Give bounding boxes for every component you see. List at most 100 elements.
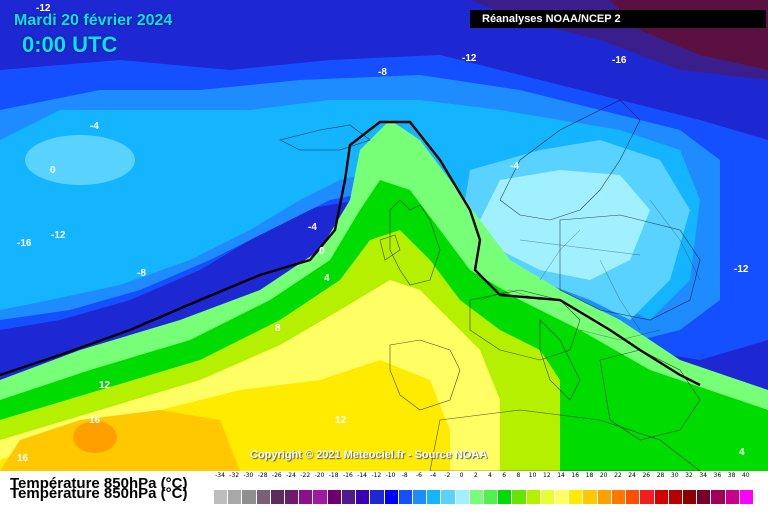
scale-tick: -14 [357,472,367,479]
scale-swatch [654,490,669,504]
label-minus12-top: -12 [36,3,51,14]
scale-swatch [327,490,342,504]
scale-tick: 26 [642,472,651,479]
label-minus4-atlantic: -4 [308,222,317,233]
scale-swatch [341,490,357,504]
orange-spot [73,421,117,453]
scale-swatch [569,490,584,504]
scale-tick: 6 [502,472,507,479]
label-12-west: 12 [99,380,111,391]
label-minus4-greenland: -4 [90,121,99,132]
scale-swatch [711,490,726,504]
scale-tick: 32 [685,472,693,479]
scale-tick: 16 [571,472,580,479]
scale-tick: -8 [401,472,408,479]
scale-tick: -22 [300,472,311,479]
label-minus4-scandinavia: -4 [510,161,519,172]
scale-swatch [427,490,442,504]
scale-swatch [540,490,556,504]
legend-label-shadow: Température 850hPa (°C) [10,485,188,502]
label-4-southeast: 4 [739,447,745,458]
label-minus12-east: -12 [734,264,749,275]
color-scale: -34 -32 -30 -28 -26 -24 -22 -20 -18 -16 -14 -12 -10-… [214,472,754,508]
scale-swatch [498,490,513,504]
scale-swatch [526,490,541,504]
time-title: 0:00 UTC [22,32,118,57]
scale-swatch [299,490,314,504]
scale-tick: -10 [385,472,396,479]
copyright-text: Copyright © 2021 Meteociel.fr - Source N… [250,449,488,461]
scale-tick: 10 [528,472,537,479]
label-8-atlantic: 8 [275,323,281,334]
scale-swatch [214,490,229,504]
scale-swatch [398,490,413,504]
scale-swatch [228,490,243,504]
label-16-southwest: 16 [17,453,29,464]
scale-swatch [725,490,740,504]
scale-tick: 12 [543,472,551,479]
scale-swatch [626,490,641,504]
scale-tick: -26 [271,472,282,479]
scale-tick: 8 [516,472,521,479]
scale-tick: 30 [670,472,679,479]
scale-swatch [668,490,683,504]
scale-swatch [682,490,698,504]
label-minus12-north: -12 [462,53,477,64]
scale-tick: 28 [656,472,665,479]
scale-swatch [270,490,286,504]
label-minus12-west: -12 [51,230,66,241]
scale-ticks: -34 -32 -30 -28 -26 -24 -22 -20 -18 -16 -14 -12 -10-… [214,472,754,486]
scale-tick: -4 [430,472,437,479]
scale-tick: 0 [459,472,464,479]
scale-tick: 18 [585,472,594,479]
greenland-pale [25,135,135,185]
contour-labels: -12 -12 -16 -8 -4 0 -16 -12 -8 -4 0 4 8 … [17,3,749,464]
label-16-west: 16 [89,415,101,426]
label-0-atlantic: 0 [319,246,325,257]
date-title: Mardi 20 février 2024 [14,12,173,29]
label-minus16-northeast: -16 [612,55,627,66]
scale-swatch [583,490,598,504]
zero-isotherm [0,120,701,387]
scale-tick: -6 [415,472,422,479]
scale-swatch [697,490,712,504]
scale-swatch [640,490,655,504]
scale-tick: -24 [286,472,296,479]
scale-tick: 36 [713,472,722,479]
scale-tick: -12 [371,472,382,479]
scale-swatch [555,490,570,504]
scale-swatch [469,490,484,504]
scale-tick: -32 [229,472,240,479]
scale-swatch [512,490,527,504]
scale-tick: 20 [599,472,608,479]
scale-swatch [384,490,399,504]
scale-tick: 34 [699,472,707,479]
scale-tick: 24 [628,472,636,479]
temperature-map: -12 -12 -16 -8 -4 0 -16 -12 -8 -4 0 4 8 … [0,0,768,471]
coastlines [279,99,701,471]
scale-swatch [611,490,627,504]
scale-tick: 14 [557,472,565,479]
scale-swatch [356,490,371,504]
scale-tick: -20 [314,472,325,479]
scale-swatch [313,490,328,504]
scale-tick: -28 [257,472,268,479]
scale-tick: -16 [342,472,353,479]
scale-tick: -30 [243,472,254,479]
scale-tick: 2 [473,472,478,479]
source-banner: Réanalyses NOAA/NCEP 2 [470,10,766,28]
scale-swatch [484,490,499,504]
label-minus8-west: -8 [137,268,146,279]
scale-swatches [214,490,754,504]
scale-tick: 40 [741,472,750,479]
scale-swatch [242,490,257,504]
scale-swatch [455,490,470,504]
scale-tick: -18 [328,472,339,479]
map-canvas: -12 -12 -16 -8 -4 0 -16 -12 -8 -4 0 4 8 … [0,0,768,471]
label-4-atlantic: 4 [324,273,330,284]
borders [479,199,701,341]
scale-swatch [412,490,428,504]
scale-tick: 22 [614,472,622,479]
scale-swatch [739,490,754,504]
orange-band [0,410,240,471]
